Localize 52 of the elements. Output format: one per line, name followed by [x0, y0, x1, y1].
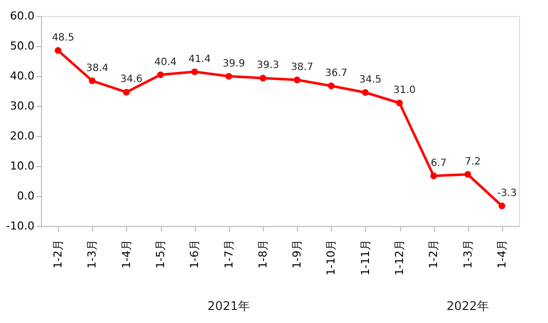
point — [328, 82, 335, 90]
x-tick-label: 1-5月 — [154, 240, 167, 268]
point — [430, 172, 437, 180]
point — [498, 202, 506, 210]
data-label: 39.3 — [256, 60, 280, 72]
y-tick-label: 20.0 — [10, 130, 34, 142]
x-tick-label: 1-3月 — [461, 240, 474, 268]
data-label: 6.7 — [430, 158, 447, 169]
x-tick-label: 1-11月 — [358, 240, 372, 276]
x-tick-label: 1-2月 — [427, 240, 440, 268]
data-label: 48.5 — [52, 32, 74, 44]
text: 2022年 — [446, 299, 490, 313]
point — [88, 77, 96, 84]
text: 2021年 — [208, 299, 250, 313]
x-tick-label: 1-8月 — [256, 240, 270, 268]
x-tick-label: 1-4月 — [495, 240, 508, 268]
x-tick-label: 1-9月 — [290, 240, 304, 268]
data-label: 38.4 — [86, 62, 108, 74]
data-label: -3.3 — [497, 188, 517, 199]
point — [123, 88, 130, 96]
point — [54, 47, 62, 54]
data-label: 41.4 — [188, 54, 211, 65]
y-tick-label: 30.0 — [10, 100, 34, 112]
data-label: 36.7 — [325, 68, 348, 79]
point — [396, 100, 403, 106]
y-tick-label: 10.0 — [10, 160, 34, 172]
y-tick-label: -10.0 — [6, 220, 34, 232]
point — [362, 89, 369, 96]
point — [294, 76, 300, 84]
y-tick-label: 40.0 — [10, 70, 34, 82]
data-label: 39.9 — [222, 58, 245, 70]
y-tick-label: 60.0 — [10, 10, 34, 22]
x-tick-label: 1-7月 — [222, 240, 236, 268]
x-tick-label: 1-4月 — [120, 240, 133, 268]
data-label: 38.7 — [290, 62, 314, 73]
point — [157, 71, 164, 78]
x-tick-label: 1-3月 — [86, 240, 99, 268]
point — [260, 74, 266, 82]
point — [225, 72, 232, 80]
data-label: 31.0 — [393, 85, 416, 96]
x-tick-label: 1-6月 — [188, 240, 202, 268]
data-label: 40.4 — [154, 56, 177, 68]
point — [191, 68, 198, 76]
x-tick-label: 1-12月 — [393, 240, 406, 276]
point — [464, 171, 472, 178]
y-tick-label: 50.0 — [10, 40, 34, 52]
x-tick-label: 1-2月 — [52, 240, 65, 268]
data-label: 34.5 — [359, 74, 382, 86]
data-label: 34.6 — [120, 74, 142, 86]
y-tick-label: 0.0 — [17, 190, 34, 202]
x-tick-label: 1-10月 — [324, 240, 338, 276]
data-label: 7.2 — [464, 156, 481, 168]
